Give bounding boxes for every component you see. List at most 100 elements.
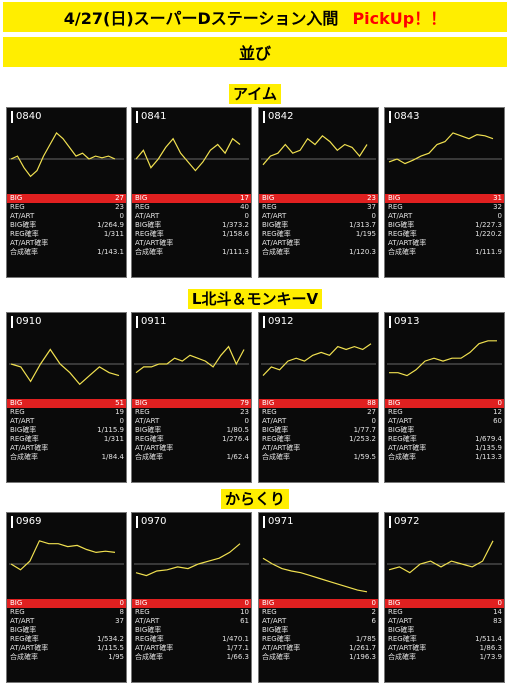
stats-row: 合成確率 1/73.9 [385,653,504,662]
stats-table: BIG 0 REG 12 AT/ART 60 BIG確率 REG確率 1/679.4 AT/ART… [385,399,504,462]
stat-label: AT/ART [262,212,287,220]
stat-label: REG確率 [10,435,39,443]
stats-row: BIG確率 1/80.5 [132,426,251,435]
stats-row: BIG確率 1/227.3 [385,221,504,230]
graph-line [135,137,241,172]
stat-value: 37 [115,617,124,625]
stats-row: REG確率 1/511.4 [385,635,504,644]
machine-card[interactable]: 0841 BIG 17 REG 40 AT/ART 0 BIG確率 1/373.2 REG確率 1/… [131,107,252,278]
stat-value: 1/115.5 [97,644,124,652]
machine-card[interactable]: 0913 BIG 0 REG 12 AT/ART 60 BIG確率 REG確率 1/679.4 AT… [384,312,505,483]
stats-row: 合成確率 1/66.3 [132,653,251,662]
graph-line [262,557,368,593]
stat-value: 0 [497,399,502,407]
section-label: からくり [0,489,510,509]
stats-row: REG確率 1/311 [7,435,126,444]
stats-row: 合成確率 1/95 [7,653,126,662]
stat-value: 1/84.4 [101,453,124,461]
stat-label: BIG [135,599,148,607]
stats-row: BIG 0 [132,599,251,608]
section-label-text: アイム [229,84,281,104]
stat-label: BIG確率 [10,626,37,634]
stats-row: BIG確率 1/373.2 [132,221,251,230]
stats-row: REG 14 [385,608,504,617]
stat-label: AT/ART確率 [388,444,427,452]
subheader-label: 並び [238,44,271,63]
stats-row: 合成確率 1/84.4 [7,453,126,462]
stat-label: BIG [388,399,401,407]
stats-row: BIG 79 [132,399,251,408]
stats-row: AT/ART確率 [132,444,251,453]
graph-line [388,540,494,574]
stat-value: 23 [367,194,376,202]
stat-value: 0 [119,417,124,425]
stat-value: 1/135.9 [475,444,502,452]
machine-card[interactable]: 0840 BIG 27 REG 23 AT/ART 0 BIG確率 1/264.9 REG確率 1/… [6,107,127,278]
section-label: アイム [0,84,510,104]
machine-card[interactable]: 0971 BIG 0 REG 2 AT/ART 6 BIG確率 REG確率 1/785 AT/ART… [258,512,379,683]
stat-value: 6 [371,617,376,625]
stat-label: BIG [10,599,23,607]
stat-label: 合成確率 [262,453,290,461]
stats-row: AT/ART 0 [7,417,126,426]
stats-row: REG 37 [259,203,378,212]
stat-value: 1/80.5 [226,426,249,434]
stats-table: BIG 0 REG 2 AT/ART 6 BIG確率 REG確率 1/785 AT/ART確率 1/… [259,599,378,662]
machine-card[interactable]: 0912 BIG 88 REG 27 AT/ART 0 BIG確率 1/77.7 REG確率 1/2… [258,312,379,483]
stat-label: AT/ART確率 [388,239,427,247]
stats-row: REG 32 [385,203,504,212]
stat-label: BIG [10,194,23,202]
graph-line [389,340,497,377]
slump-graph [9,348,124,386]
stats-row: AT/ART確率 1/86.3 [385,644,504,653]
stat-label: REG確率 [10,230,39,238]
stat-value: 0 [371,599,376,607]
stats-row: REG確率 1/253.2 [259,435,378,444]
stat-value: 23 [240,408,249,416]
stat-label: BIG確率 [388,221,415,229]
stats-row: AT/ART確率 [7,239,126,248]
machine-card[interactable]: 0910 BIG 51 REG 19 AT/ART 0 BIG確率 1/115.9 REG確率 1/… [6,312,127,483]
stat-value: 1/111.9 [475,248,502,256]
machine-card[interactable]: 0843 BIG 31 REG 32 AT/ART 0 BIG確率 1/227.3 REG確率 1/… [384,107,505,278]
stats-row: REG確率 1/276.4 [132,435,251,444]
stats-row: BIG 27 [7,194,126,203]
slump-graph [261,343,376,377]
stats-row: BIG 23 [259,194,378,203]
machine-number: 0971 [263,516,293,528]
stats-row: 合成確率 1/62.4 [132,453,251,462]
stat-label: BIG確率 [262,221,289,229]
machine-card[interactable]: 0842 BIG 23 REG 37 AT/ART 0 BIG確率 1/313.7 REG確率 1/… [258,107,379,278]
stat-label: REG [262,408,277,416]
slump-graph [387,340,502,377]
stat-label: REG [262,608,277,616]
stats-row: REG確率 1/470.1 [132,635,251,644]
stat-value: 1/311 [103,230,124,238]
machine-card[interactable]: 0970 BIG 0 REG 10 AT/ART 61 BIG確率 REG確率 1/470.1 AT… [131,512,252,683]
stats-table: BIG 17 REG 40 AT/ART 0 BIG確率 1/373.2 REG確率 1/158.… [132,194,251,257]
stats-row: BIG 0 [7,599,126,608]
stats-row: BIG確率 1/77.7 [259,426,378,435]
stat-value: 27 [367,408,376,416]
stats-row: BIG 0 [385,399,504,408]
stats-row: 合成確率 1/59.5 [259,453,378,462]
stat-label: AT/ART確率 [135,239,174,247]
graph-line [10,348,120,386]
machine-card[interactable]: 0911 BIG 79 REG 23 AT/ART 0 BIG確率 1/80.5 REG確率 1/2… [131,312,252,483]
stat-label: REG確率 [135,435,164,443]
stat-value: 79 [240,399,249,407]
stat-label: REG [135,608,150,616]
stat-label: BIG確率 [388,626,415,634]
graph-line [135,543,241,577]
slump-graph [387,132,502,165]
machine-number: 0840 [11,111,41,123]
stat-value: 37 [367,203,376,211]
machine-card[interactable]: 0972 BIG 0 REG 14 AT/ART 83 BIG確率 REG確率 1/511.4 AT… [384,512,505,683]
stat-label: AT/ART確率 [262,444,301,452]
machine-number: 0911 [136,316,166,328]
machine-card[interactable]: 0969 BIG 0 REG 8 AT/ART 37 BIG確率 REG確率 1/534.2 AT/… [6,512,127,683]
stat-label: REG確率 [262,230,291,238]
stats-row: REG 10 [132,608,251,617]
stat-value: 1/511.4 [475,635,502,643]
stat-value: 2 [371,608,376,616]
